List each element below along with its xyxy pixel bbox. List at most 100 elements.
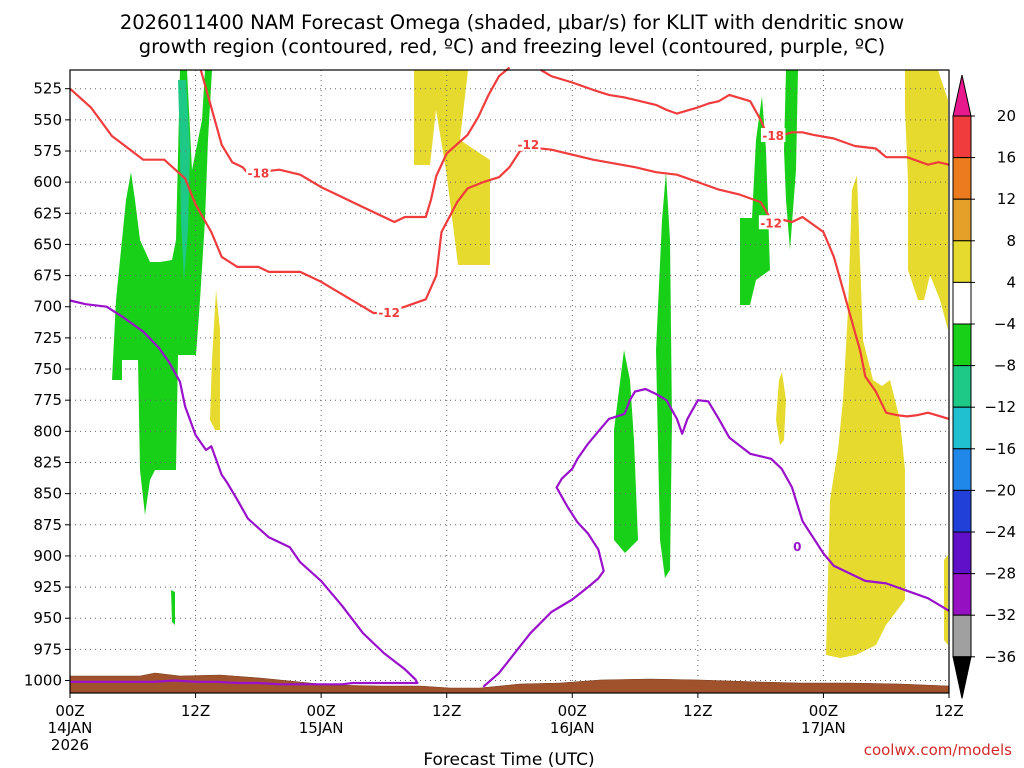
y-tick-label: 850 <box>33 485 62 503</box>
y-tick-label: 700 <box>33 298 62 316</box>
contour-labels: -18 -12 -12 -18 -12 0 <box>246 128 803 554</box>
colorbar-label: −24 <box>984 523 1016 541</box>
y-tick-label: 625 <box>33 204 62 222</box>
y-tick-label: 725 <box>33 329 62 347</box>
omega-region-yellow-1 <box>414 70 490 265</box>
colorbar-label: 16 <box>997 149 1016 167</box>
colorbar-bottom-arrow <box>952 656 972 699</box>
colorbar-swatch <box>952 614 972 658</box>
terrain-fill <box>69 672 950 694</box>
contour-label: -18 <box>762 129 784 143</box>
omega-shading <box>112 70 948 658</box>
y-tick-label: 825 <box>33 453 62 471</box>
y-tick-label: 600 <box>33 173 62 191</box>
colorbar-label: 8 <box>1006 232 1016 250</box>
y-tick-label: 800 <box>33 422 62 440</box>
x-axis-label: Forecast Time (UTC) <box>423 750 594 768</box>
colorbar-swatch <box>952 115 972 159</box>
y-tick-label: 775 <box>33 391 62 409</box>
colorbar-swatch <box>952 281 972 325</box>
plot-frame <box>69 69 950 694</box>
colorbar-label: −4 <box>994 315 1016 333</box>
contour-label: -12 <box>378 306 400 320</box>
colorbar-label: 12 <box>997 190 1016 208</box>
y-tick-label: 900 <box>33 547 62 565</box>
x-tick-label: 14JAN <box>48 719 93 737</box>
colorbar-top-arrow <box>952 74 972 117</box>
contour-label: -12 <box>517 138 539 152</box>
y-tick-label: 950 <box>33 609 62 627</box>
chart-title-line2: growth region (contoured, red, ºC) and f… <box>139 35 886 58</box>
y-tick-label: 925 <box>33 578 62 596</box>
colorbar-label: −32 <box>984 606 1016 624</box>
y-tick-label: 575 <box>33 142 62 160</box>
x-tick-label: 00Z <box>558 702 587 720</box>
contours <box>69 66 950 688</box>
omega-region-teal <box>178 80 190 280</box>
omega-region-green <box>112 70 212 515</box>
colorbar-swatch <box>952 198 972 242</box>
colorbar-label: −36 <box>984 648 1016 666</box>
colorbar-swatch <box>952 406 972 450</box>
x-tick-label: 2026 <box>51 736 89 754</box>
omega-region-yellow-4 <box>826 175 905 658</box>
y-tick-label: 750 <box>33 360 62 378</box>
colorbar-label: −12 <box>984 398 1016 416</box>
contour-label-bg <box>376 304 402 319</box>
colorbar-label: 20 <box>997 107 1016 125</box>
contour-0c <box>69 299 419 686</box>
colorbar-swatch <box>952 157 972 200</box>
contour-0c-b <box>482 387 950 688</box>
y-tick-label: 650 <box>33 235 62 253</box>
y-tick-label: 550 <box>33 111 62 129</box>
colorbar-swatch <box>952 489 972 533</box>
contour-label-bg <box>792 539 803 554</box>
x-tick-label: 15JAN <box>299 719 344 737</box>
contour--18c-b <box>540 69 950 166</box>
colorbar: 20 16 12 8 4 −4 −8 −12 −16 −20 −24 −28 −32 −36 <box>952 74 1016 699</box>
contour-label-bg <box>760 128 786 143</box>
y-tick-label: 675 <box>33 267 62 285</box>
x-tick-label: 00Z <box>306 702 335 720</box>
omega-region-yellow-2 <box>210 290 220 430</box>
y-tick-label: 875 <box>33 516 62 534</box>
y-tick-label: 975 <box>33 640 62 658</box>
x-tick-label: 12Z <box>181 702 210 720</box>
omega-region-green-tall <box>656 172 672 578</box>
x-tick-label: 12Z <box>432 702 461 720</box>
colorbar-swatch <box>952 365 972 408</box>
colorbar-swatch <box>952 573 972 616</box>
x-tick-label: 00Z <box>55 702 84 720</box>
colorbar-swatch <box>952 240 972 283</box>
omega-region-green-mid <box>614 350 638 553</box>
y-axis-ticks: 525 550 575 600 625 650 675 700 725 750 775 800 825 8… <box>24 80 70 690</box>
colorbar-swatch <box>952 323 972 367</box>
chart-title-line1: 2026011400 NAM Forecast Omega (shaded, μ… <box>120 11 904 34</box>
x-tick-label: 12Z <box>683 702 712 720</box>
contour-label: -12 <box>760 216 782 230</box>
colorbar-label: −20 <box>984 481 1016 499</box>
x-tick-label: 16JAN <box>550 719 595 737</box>
omega-region-green-small <box>171 590 175 625</box>
colorbar-swatch <box>952 448 972 491</box>
colorbar-label: −8 <box>994 357 1016 375</box>
colorbar-swatch <box>952 531 972 575</box>
colorbar-label: −16 <box>984 440 1016 458</box>
contour--18c <box>69 87 950 420</box>
y-tick-label: 525 <box>33 80 62 98</box>
omega-region-green-top <box>784 70 798 250</box>
colorbar-label: −28 <box>984 565 1016 583</box>
credit-text: coolwx.com/models <box>864 741 1012 759</box>
omega-region-yellow-5 <box>905 70 948 330</box>
omega-region-yellow-3 <box>776 372 786 445</box>
x-tick-label: 17JAN <box>801 719 846 737</box>
contour-label-bg <box>246 165 271 180</box>
contour-label: -18 <box>248 166 270 180</box>
contour--12c <box>199 66 511 224</box>
y-tick-label: 1000 <box>24 672 62 690</box>
contour-label-bg <box>516 136 541 151</box>
x-tick-label: 12Z <box>934 702 963 720</box>
x-tick-label: 00Z <box>809 702 838 720</box>
